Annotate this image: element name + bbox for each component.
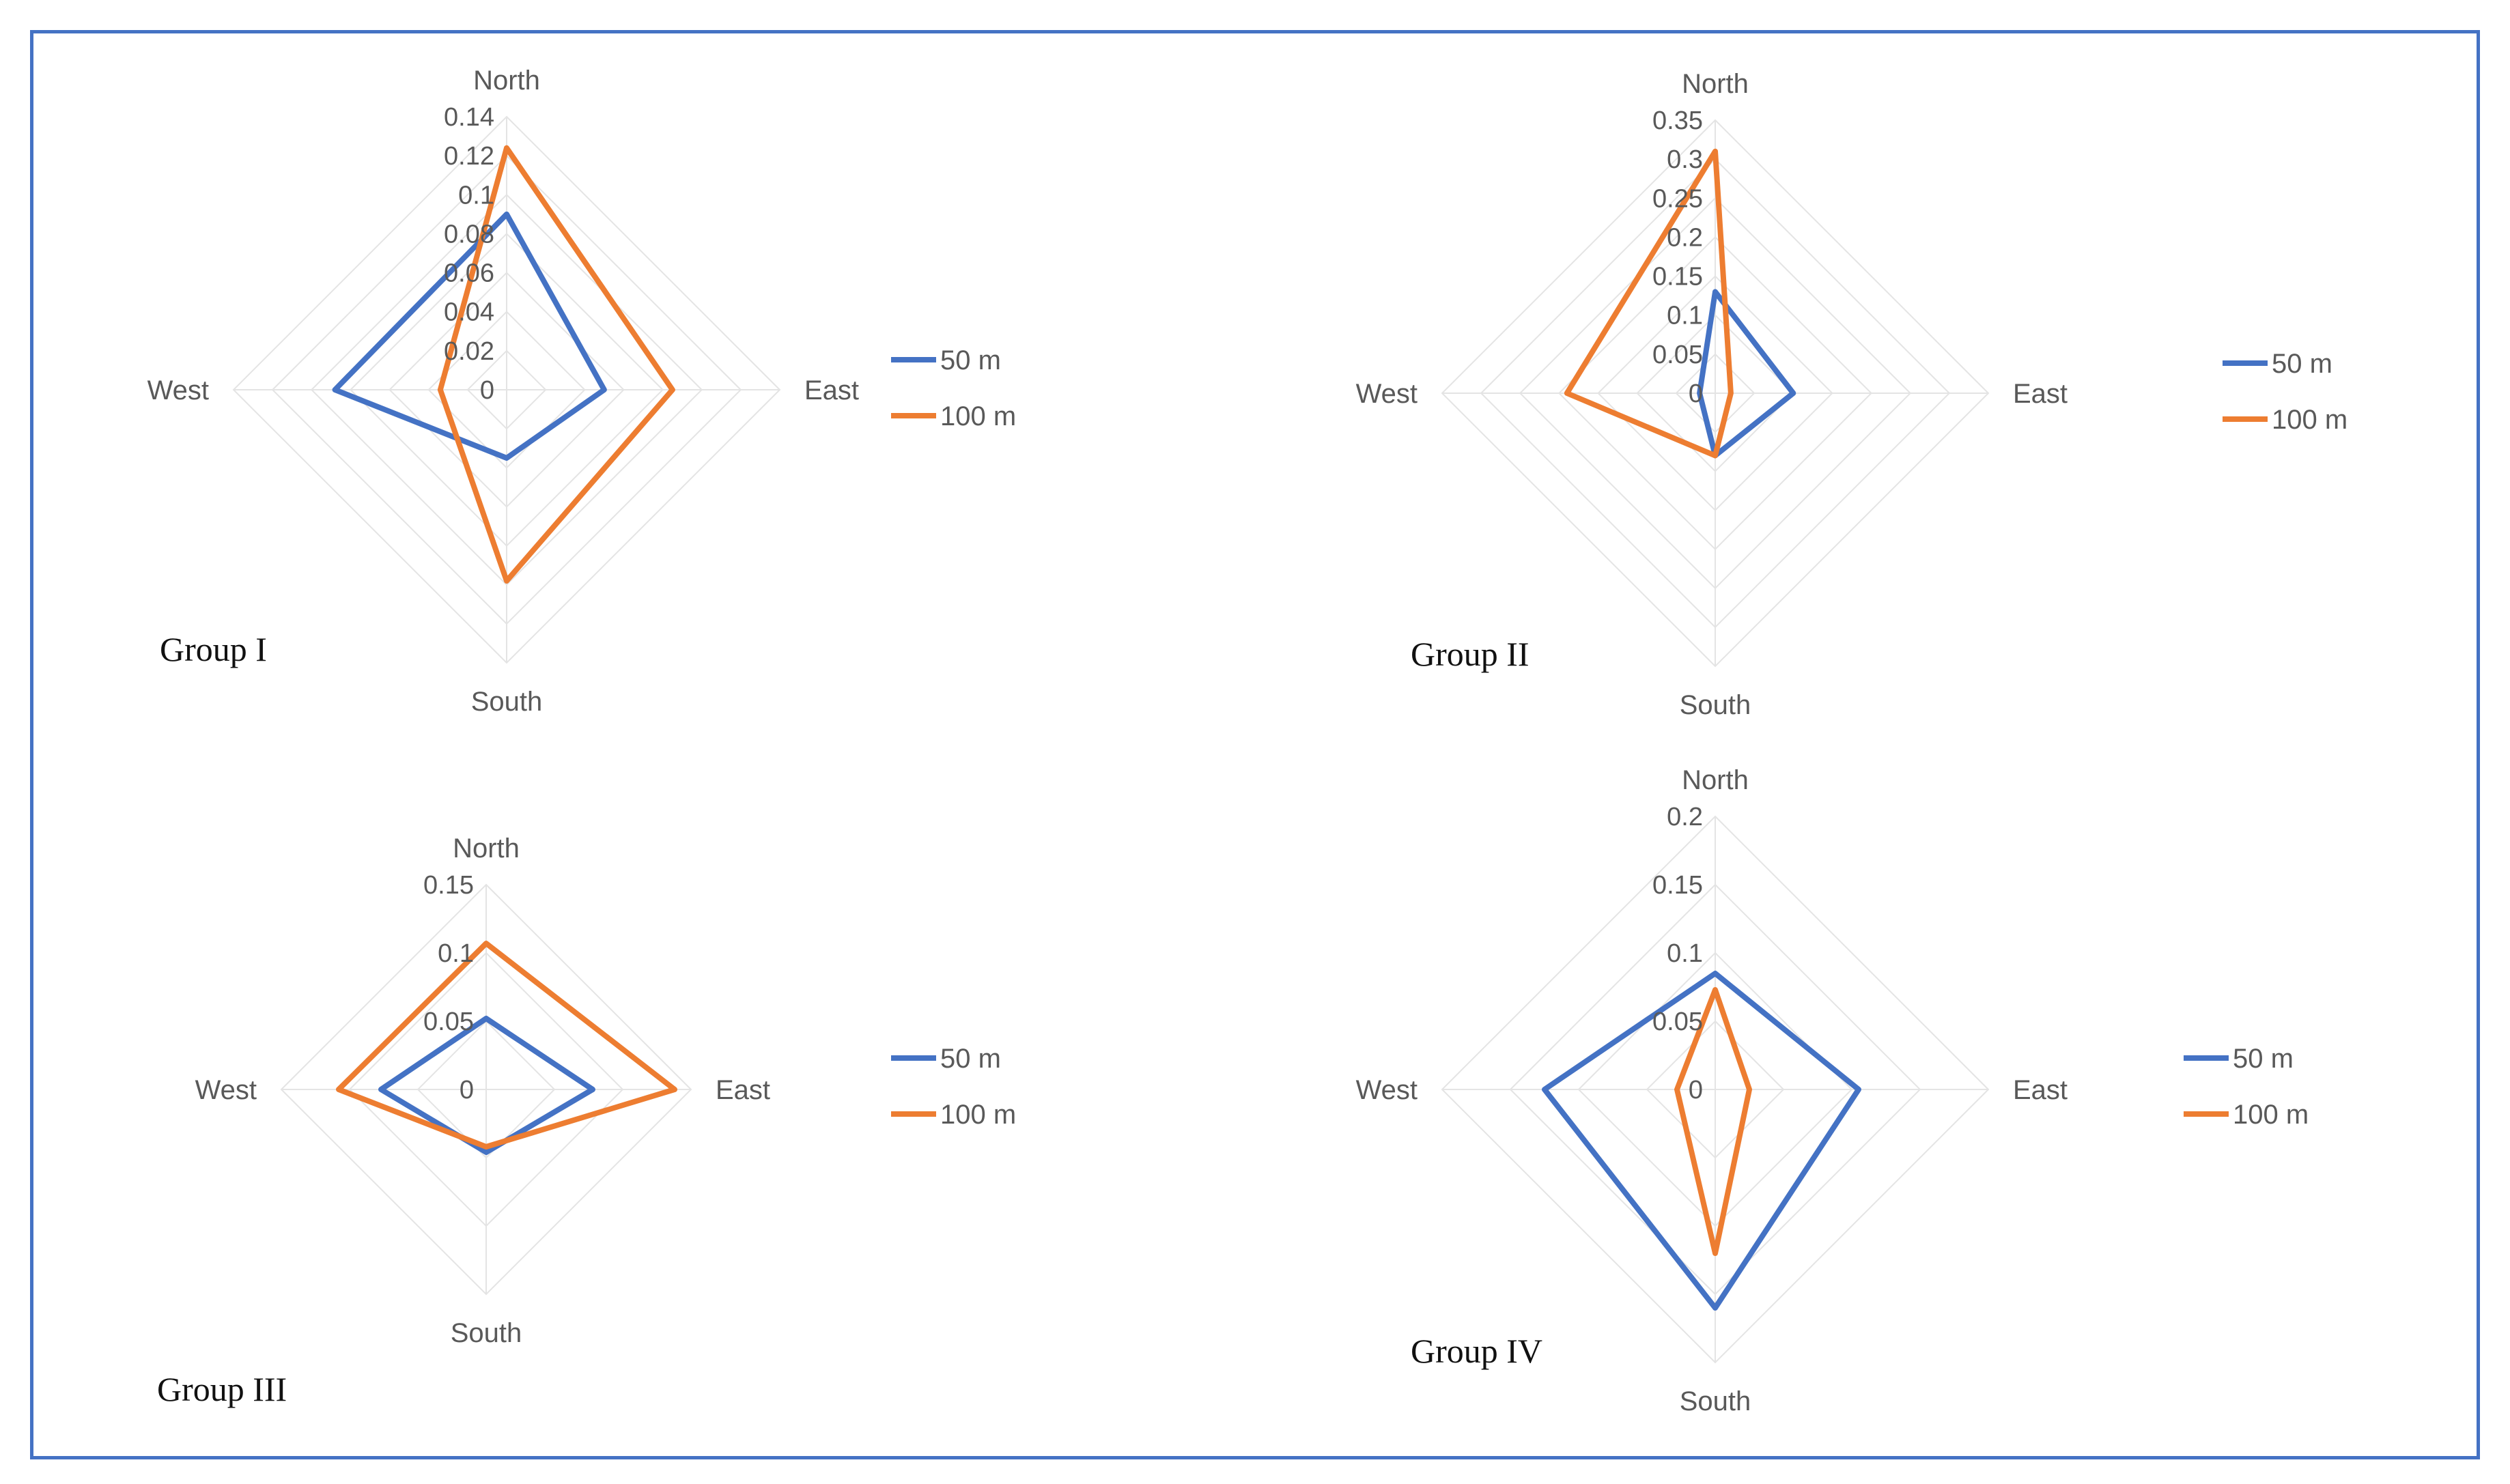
tick-label: 0.2 bbox=[1667, 803, 1703, 831]
axis-label-west: West bbox=[1356, 1075, 1418, 1105]
radar-chart-group-4: 0 0.05 0.1 0.15 0.2 North East South West Group… bbox=[1356, 765, 2309, 1416]
radar-axis-labels: North East South West bbox=[1356, 765, 2068, 1416]
radar-axis-labels: North East South West bbox=[195, 833, 770, 1348]
tick-label: 0.15 bbox=[423, 871, 474, 900]
tick-label: 0.1 bbox=[438, 939, 474, 968]
series-50m-line bbox=[332, 211, 607, 461]
tick-label: 0.2 bbox=[1667, 223, 1703, 252]
tick-label: 0.15 bbox=[1652, 871, 1703, 900]
tick-label: 0.25 bbox=[1652, 184, 1703, 213]
axis-label-south: South bbox=[1680, 690, 1751, 720]
axis-label-east: East bbox=[2013, 379, 2068, 409]
tick-label: 0.06 bbox=[444, 259, 494, 288]
tick-label: 0.02 bbox=[444, 337, 494, 366]
axis-label-west: West bbox=[195, 1075, 257, 1105]
axis-label-north: North bbox=[473, 66, 540, 96]
chart-legend: 50 m 100 m bbox=[2223, 349, 2347, 435]
radar-ticks: 0 0.05 0.1 0.15 bbox=[423, 871, 474, 1104]
tick-label: 0.05 bbox=[423, 1008, 474, 1036]
radar-axis-labels: North East South West bbox=[147, 66, 859, 717]
axis-label-north: North bbox=[1682, 765, 1749, 795]
axis-label-east: East bbox=[2013, 1075, 2068, 1105]
chart-legend: 50 m 100 m bbox=[2184, 1044, 2309, 1130]
radar-series bbox=[1564, 148, 1796, 459]
series-50m-line bbox=[1542, 971, 1861, 1311]
tick-label: 0.12 bbox=[444, 142, 494, 171]
legend-label-50m: 50 m bbox=[2233, 1044, 2294, 1074]
chart-title: Group II bbox=[1411, 635, 1529, 673]
radar-series bbox=[1542, 971, 1861, 1311]
radar-axis-labels: North East South West bbox=[1356, 69, 2068, 720]
tick-label: 0 bbox=[1689, 380, 1703, 408]
radar-ticks: 0 0.05 0.1 0.15 0.2 bbox=[1652, 803, 1703, 1104]
series-100m-line bbox=[336, 941, 677, 1150]
tick-label: 0 bbox=[1689, 1076, 1703, 1104]
series-100m-line bbox=[437, 145, 675, 584]
tick-label: 0.1 bbox=[1667, 939, 1703, 968]
legend-label-50m: 50 m bbox=[2272, 349, 2332, 379]
chart-title: Group IV bbox=[1411, 1332, 1542, 1370]
figure-frame bbox=[30, 30, 2480, 1459]
legend-label-50m: 50 m bbox=[940, 1044, 1001, 1074]
radar-ticks: 0 0.02 0.04 0.06 0.08 0.1 0.12 0.14 bbox=[444, 103, 494, 405]
axis-label-south: South bbox=[451, 1318, 522, 1348]
radar-grid bbox=[1441, 119, 1990, 668]
tick-label: 0.15 bbox=[1652, 263, 1703, 291]
axis-label-north: North bbox=[1682, 69, 1749, 99]
tick-label: 0.04 bbox=[444, 298, 494, 327]
axis-label-south: South bbox=[1680, 1386, 1751, 1416]
tick-label: 0.3 bbox=[1667, 145, 1703, 174]
series-100m-line bbox=[1564, 148, 1734, 459]
axis-label-west: West bbox=[1356, 379, 1418, 409]
chart-legend: 50 m 100 m bbox=[891, 1044, 1016, 1130]
legend-label-100m: 100 m bbox=[940, 1100, 1016, 1130]
legend-label-100m: 100 m bbox=[2272, 405, 2347, 435]
axis-label-east: East bbox=[716, 1075, 770, 1105]
tick-label: 0 bbox=[460, 1076, 474, 1104]
radar-grid bbox=[232, 115, 781, 664]
chart-title: Group I bbox=[160, 630, 267, 668]
radar-chart-group-2: 0 0.05 0.1 0.15 0.2 0.25 0.3 0.35 North East Sout… bbox=[1356, 69, 2348, 720]
radar-grid bbox=[1441, 815, 1990, 1364]
tick-label: 0.35 bbox=[1652, 106, 1703, 135]
axis-label-west: West bbox=[147, 375, 209, 405]
radar-chart-group-1: 0 0.02 0.04 0.06 0.08 0.1 0.12 0.14 North East So… bbox=[147, 66, 1017, 717]
legend-label-100m: 100 m bbox=[940, 401, 1016, 431]
series-100m-line bbox=[1674, 987, 1752, 1256]
axis-label-east: East bbox=[804, 375, 859, 405]
chart-title: Group III bbox=[157, 1370, 287, 1408]
chart-legend: 50 m 100 m bbox=[891, 345, 1016, 431]
tick-label: 0 bbox=[480, 376, 494, 405]
tick-label: 0.05 bbox=[1652, 341, 1703, 369]
tick-label: 0.14 bbox=[444, 103, 494, 132]
tick-label: 0.08 bbox=[444, 220, 494, 248]
series-50m-line bbox=[378, 1016, 595, 1155]
radar-series bbox=[336, 941, 677, 1155]
radar-ticks: 0 0.05 0.1 0.15 0.2 0.25 0.3 0.35 bbox=[1652, 106, 1703, 408]
legend-label-50m: 50 m bbox=[940, 345, 1001, 375]
tick-label: 0.1 bbox=[458, 181, 494, 210]
radar-series bbox=[332, 145, 675, 584]
tick-label: 0.1 bbox=[1667, 302, 1703, 330]
legend-label-100m: 100 m bbox=[2233, 1100, 2309, 1130]
radar-chart-group-3: 0 0.05 0.1 0.15 North East South West Group II… bbox=[157, 833, 1016, 1408]
axis-label-south: South bbox=[471, 687, 543, 717]
axis-label-north: North bbox=[453, 833, 520, 864]
tick-label: 0.05 bbox=[1652, 1008, 1703, 1036]
